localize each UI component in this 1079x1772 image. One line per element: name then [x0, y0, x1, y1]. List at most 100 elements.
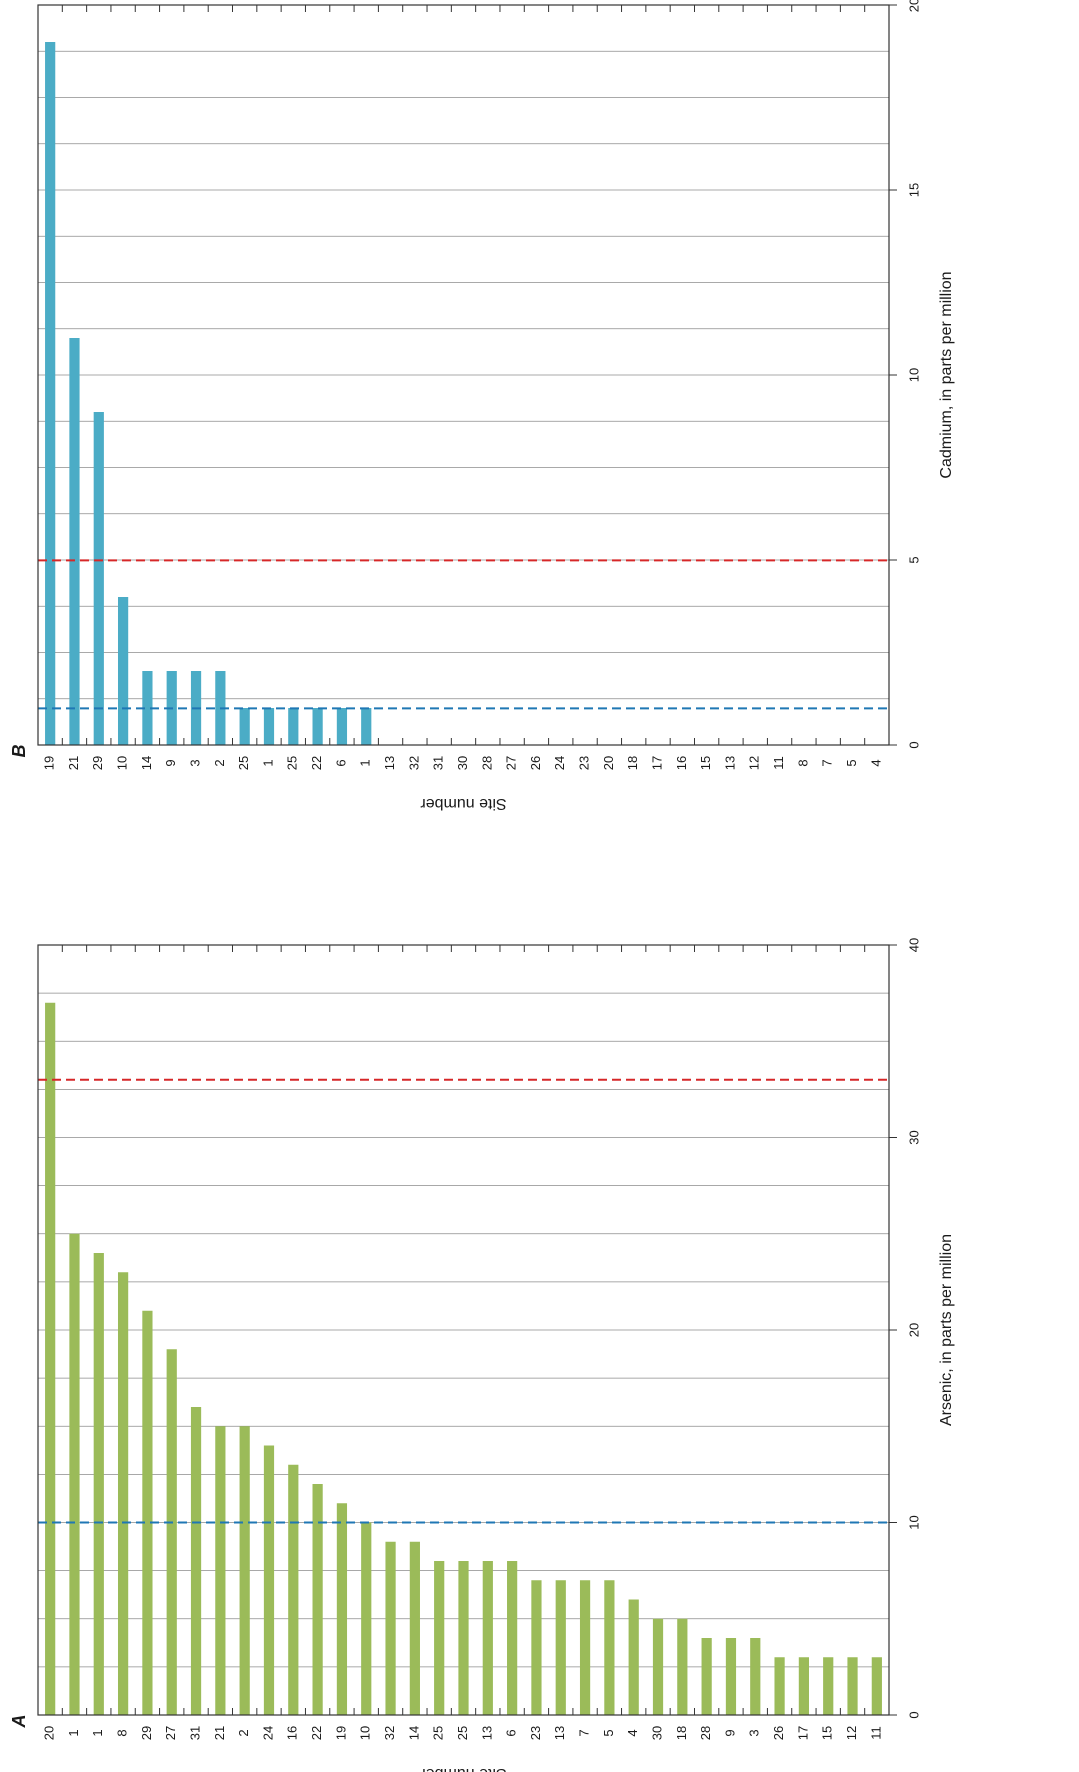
- category-label: 1: [90, 1729, 105, 1736]
- bar: [239, 1426, 250, 1715]
- bar: [117, 1272, 129, 1715]
- category-label: 13: [722, 756, 737, 770]
- category-label: 13: [552, 1726, 567, 1740]
- bar: [93, 412, 104, 745]
- category-label: 10: [358, 1726, 373, 1740]
- bar: [93, 1253, 104, 1715]
- bar: [579, 1580, 591, 1715]
- value-tick-label: 10: [906, 1515, 921, 1529]
- category-label: 13: [479, 1726, 494, 1740]
- bar: [361, 1522, 372, 1715]
- bar: [142, 1310, 153, 1715]
- value-tick-label: 0: [906, 1711, 921, 1718]
- bar: [701, 1638, 712, 1715]
- category-label: 2: [212, 759, 227, 766]
- category-label: 25: [285, 756, 300, 770]
- category-label: 7: [577, 1729, 592, 1736]
- bar: [871, 1657, 882, 1715]
- bar: [458, 1561, 469, 1715]
- category-label: 27: [504, 756, 519, 770]
- category-label: 6: [504, 1729, 519, 1736]
- bar: [555, 1580, 566, 1715]
- category-axis-title: Site number: [420, 1765, 507, 1772]
- category-label: 1: [260, 759, 275, 766]
- bar: [482, 1561, 493, 1715]
- bar: [604, 1580, 615, 1715]
- category-label: 9: [722, 1729, 737, 1736]
- category-axis-title: Site number: [420, 795, 507, 812]
- category-label: 23: [577, 756, 592, 770]
- category-label: 1: [66, 1729, 81, 1736]
- category-label: 2: [236, 1729, 251, 1736]
- bar: [677, 1618, 688, 1715]
- value-tick-label: 10: [906, 368, 921, 382]
- category-label: 32: [382, 1726, 397, 1740]
- category-label: 9: [163, 759, 178, 766]
- category-label: 14: [406, 1726, 421, 1740]
- bar: [312, 1484, 323, 1715]
- category-label: 21: [66, 756, 81, 770]
- category-label: 30: [455, 756, 470, 770]
- category-label: 12: [844, 1726, 859, 1740]
- bar: [45, 42, 56, 745]
- bar: [847, 1657, 858, 1715]
- category-label: 10: [115, 756, 130, 770]
- bar: [628, 1599, 639, 1715]
- bar: [531, 1580, 542, 1715]
- category-label: 15: [698, 756, 713, 770]
- bar: [69, 1233, 80, 1715]
- bar: [361, 708, 372, 745]
- bar: [434, 1561, 445, 1715]
- bar: [774, 1657, 785, 1715]
- panel-label: A: [9, 1715, 29, 1729]
- value-tick-label: 20: [906, 0, 921, 12]
- category-label: 30: [649, 1726, 664, 1740]
- category-label: 11: [868, 1726, 883, 1740]
- category-label: 27: [163, 1726, 178, 1740]
- bar: [823, 1657, 834, 1715]
- category-label: 15: [820, 1726, 835, 1740]
- category-label: 7: [820, 759, 835, 766]
- category-label: 16: [285, 1726, 300, 1740]
- bar: [263, 708, 275, 745]
- category-label: 28: [698, 1726, 713, 1740]
- bar: [142, 671, 153, 745]
- bar: [215, 1426, 226, 1715]
- category-label: 20: [42, 1726, 57, 1740]
- category-label: 5: [601, 1729, 616, 1736]
- category-label: 5: [844, 759, 859, 766]
- category-label: 25: [431, 1726, 446, 1740]
- category-label: 3: [747, 1729, 762, 1736]
- bar: [750, 1638, 761, 1715]
- bar: [288, 708, 299, 745]
- bar: [336, 1503, 348, 1715]
- bar: [798, 1657, 810, 1715]
- bar: [409, 1541, 420, 1715]
- category-label: 8: [795, 759, 810, 766]
- category-label: 11: [771, 756, 786, 770]
- category-label: 17: [795, 1726, 810, 1740]
- category-label: 18: [625, 756, 640, 770]
- category-label: 19: [333, 1726, 348, 1740]
- bar: [190, 1407, 202, 1715]
- category-label: 12: [747, 756, 762, 770]
- bar: [45, 1002, 56, 1715]
- category-label: 16: [674, 756, 689, 770]
- category-label: 29: [90, 756, 105, 770]
- category-label: 24: [260, 1726, 275, 1740]
- category-label: 14: [139, 756, 154, 770]
- bar: [69, 338, 80, 745]
- bar: [312, 708, 323, 745]
- category-label: 25: [236, 756, 251, 770]
- category-label: 26: [771, 1726, 786, 1740]
- category-label: 22: [309, 756, 324, 770]
- category-label: 28: [479, 756, 494, 770]
- category-label: 18: [674, 1726, 689, 1740]
- category-label: 19: [42, 756, 57, 770]
- value-tick-label: 15: [906, 183, 921, 197]
- category-label: 17: [649, 756, 664, 770]
- bar: [652, 1618, 664, 1715]
- value-tick-label: 5: [906, 556, 921, 563]
